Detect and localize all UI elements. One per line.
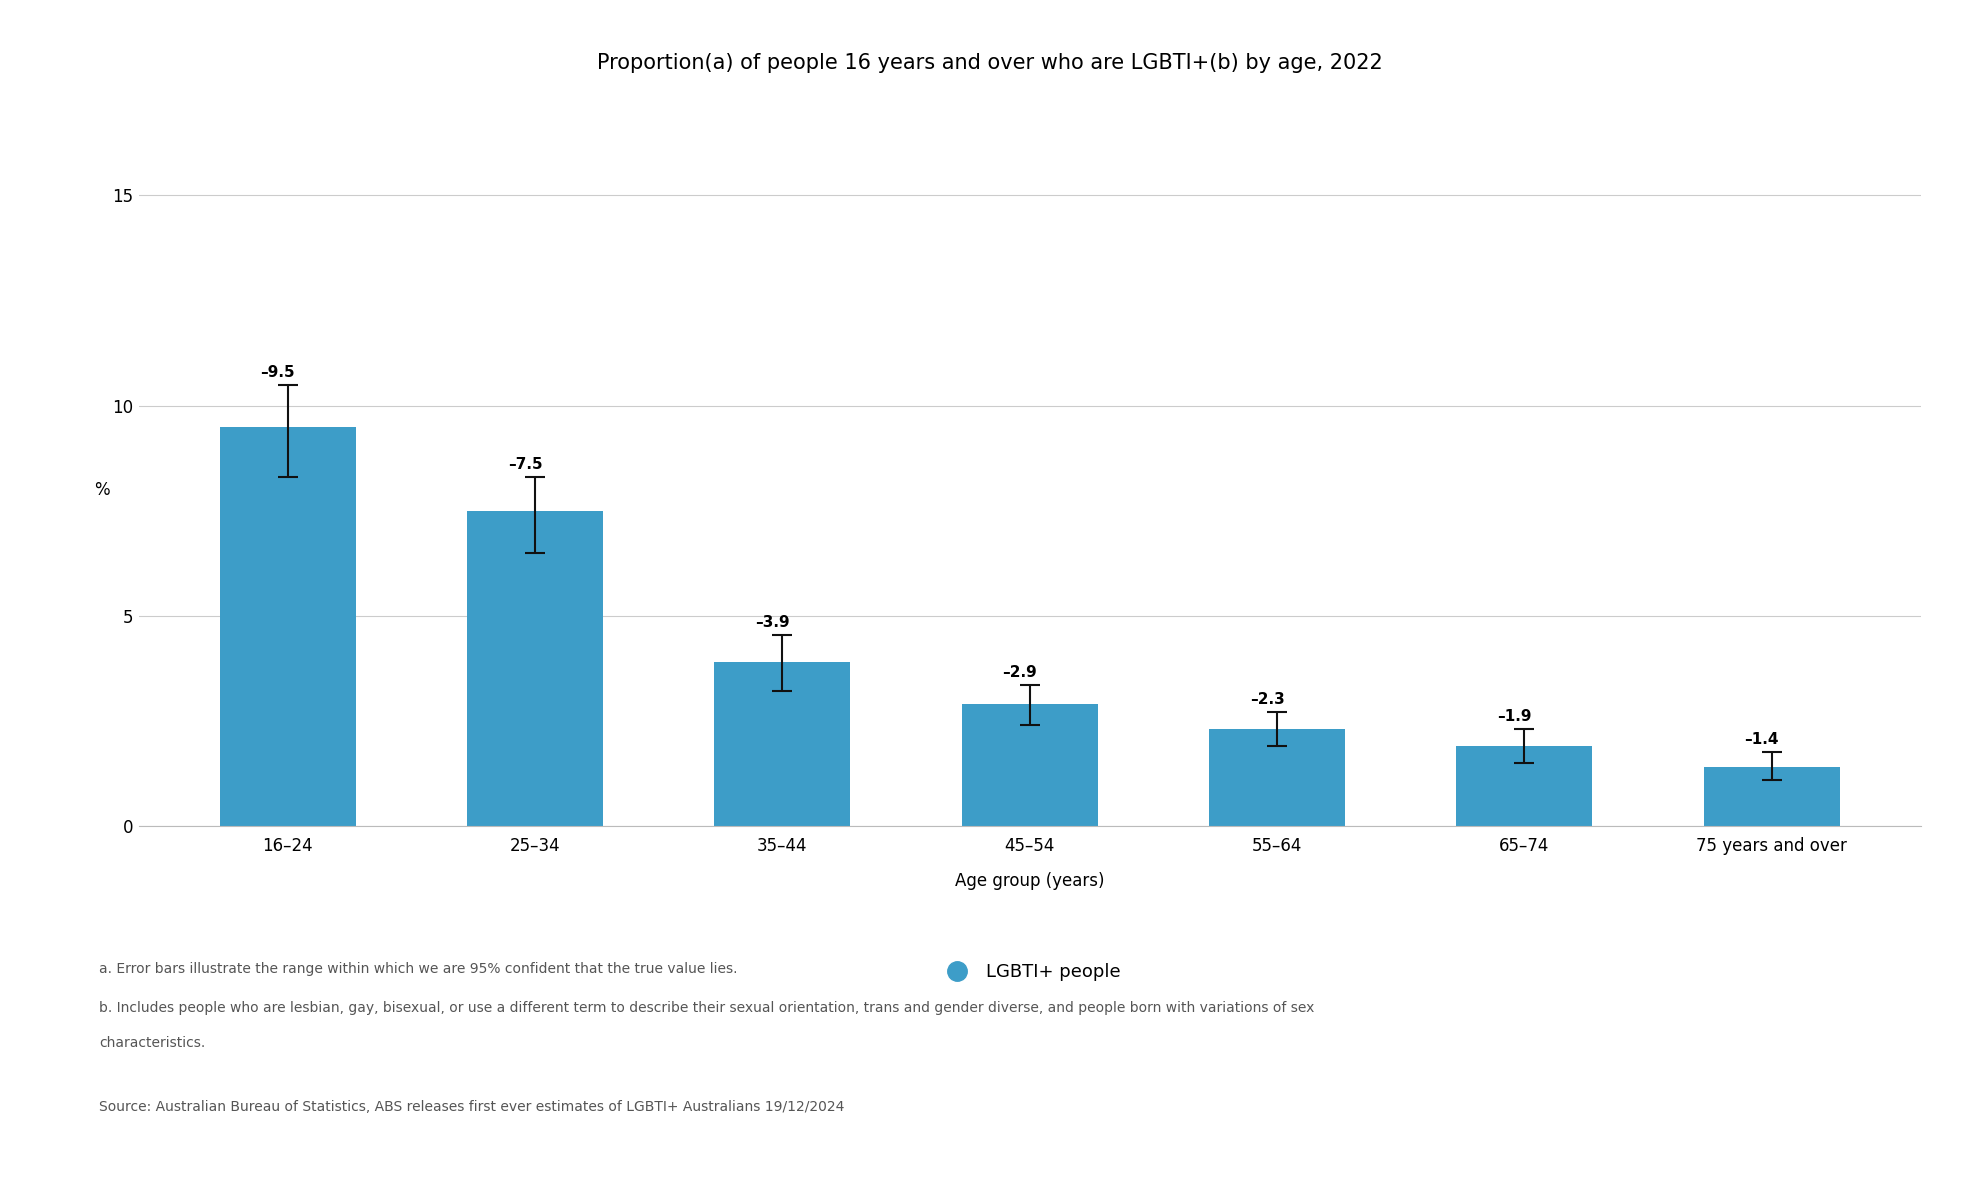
Text: –2.3: –2.3 xyxy=(1249,693,1285,708)
Text: Source: Australian Bureau of Statistics, ABS releases first ever estimates of LG: Source: Australian Bureau of Statistics,… xyxy=(99,1100,843,1114)
Bar xyxy=(220,427,356,826)
Bar xyxy=(715,662,849,826)
Bar xyxy=(1455,746,1592,826)
Text: –3.9: –3.9 xyxy=(754,615,790,630)
Text: –9.5: –9.5 xyxy=(261,365,295,380)
Legend: LGBTI+ people: LGBTI+ people xyxy=(933,956,1127,989)
Text: –1.4: –1.4 xyxy=(1744,733,1778,747)
Text: –7.5: –7.5 xyxy=(507,457,543,472)
Bar xyxy=(1703,767,1839,826)
Text: b. Includes people who are lesbian, gay, bisexual, or use a different term to de: b. Includes people who are lesbian, gay,… xyxy=(99,1001,1315,1015)
Bar xyxy=(467,511,604,826)
Text: –1.9: –1.9 xyxy=(1497,709,1533,725)
Text: –2.9: –2.9 xyxy=(1002,666,1038,680)
Y-axis label: %: % xyxy=(93,480,109,499)
Text: Proportion(a) of people 16 years and over who are LGBTI+(b) by age, 2022: Proportion(a) of people 16 years and ove… xyxy=(598,53,1382,73)
Bar xyxy=(962,704,1097,826)
Bar xyxy=(1210,729,1344,826)
Text: characteristics.: characteristics. xyxy=(99,1036,206,1050)
X-axis label: Age group (years): Age group (years) xyxy=(954,872,1105,890)
Text: a. Error bars illustrate the range within which we are 95% confident that the tr: a. Error bars illustrate the range withi… xyxy=(99,962,737,976)
